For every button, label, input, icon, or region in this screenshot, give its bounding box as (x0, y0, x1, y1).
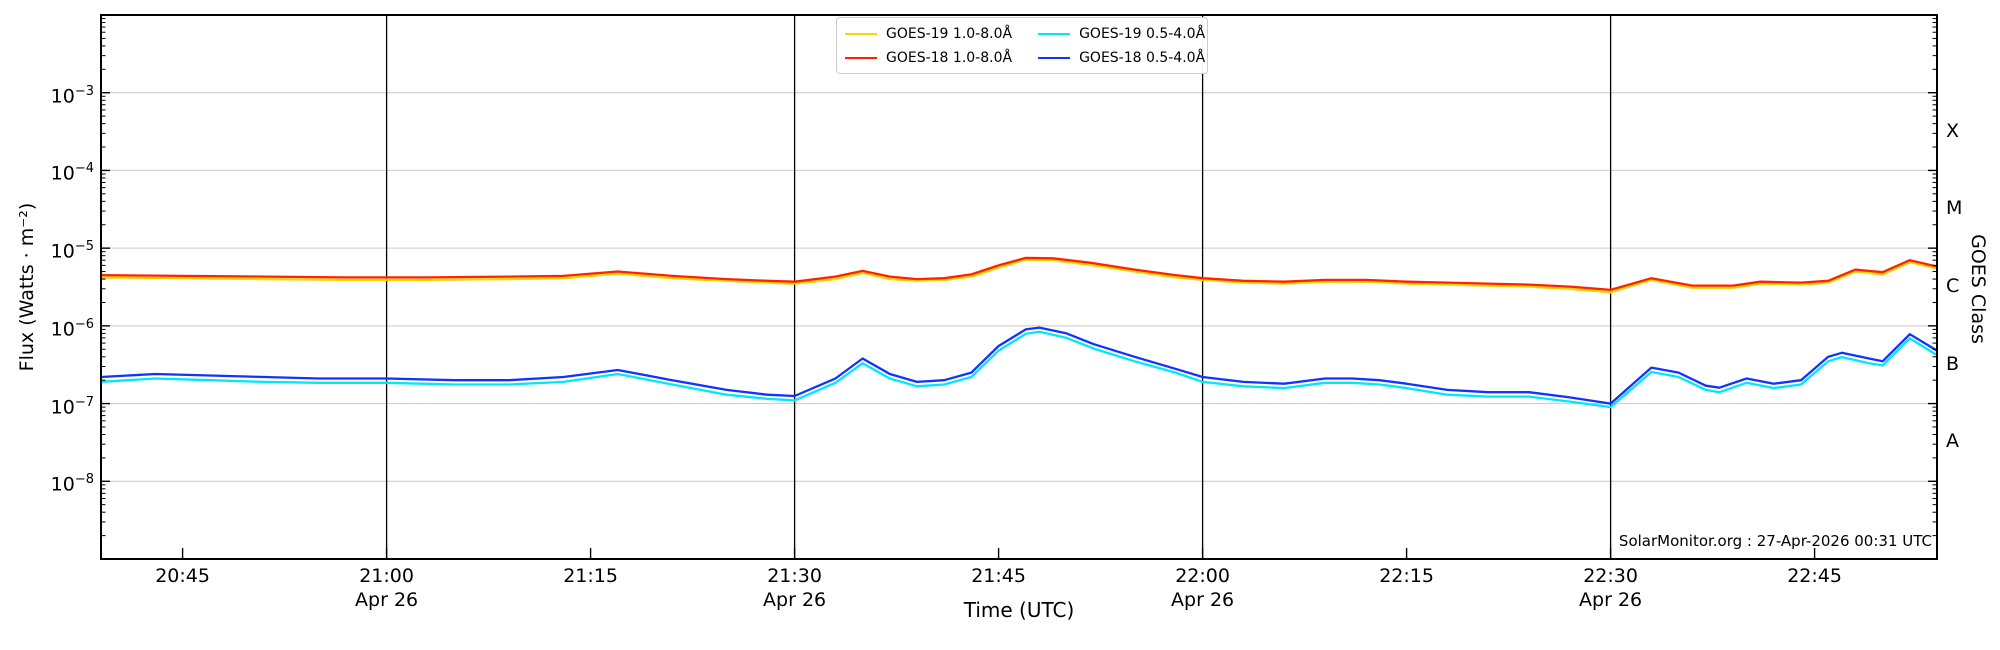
x-tick-label-2130: 21:30 (767, 565, 822, 587)
y-tick-label-1e-3: 10−3 (50, 83, 94, 108)
decade-gridlines (101, 92, 1937, 482)
legend-box: GOES-19 1.0-8.0Å GOES-18 1.0-8.0Å GOES-19… (836, 17, 1208, 74)
legend-column-long: GOES-19 1.0-8.0Å GOES-18 1.0-8.0Å (845, 24, 1012, 67)
goes-class-letter-a: A (1946, 430, 1959, 453)
x-tick-date-label: Apr 26 (1579, 589, 1643, 611)
legend-line-swatch (1038, 32, 1071, 35)
x-tick-label-2115: 21:15 (563, 565, 618, 587)
x-tick-label-2145: 21:45 (971, 565, 1026, 587)
legend-item: GOES-19 0.5-4.0Å (1038, 24, 1205, 43)
goes-class-letter-b: B (1946, 352, 1960, 375)
x-tick-label-2100: 21:00 (359, 565, 414, 587)
x-tick-date-label: Apr 26 (1171, 589, 1235, 611)
goes-class-letter-x: X (1946, 119, 1960, 142)
legend-label: GOES-18 0.5-4.0Å (1079, 49, 1206, 66)
legend-line-swatch (845, 56, 877, 59)
series-line-goes18-long (101, 256, 1937, 292)
legend-label: GOES-19 0.5-4.0Å (1079, 25, 1206, 42)
plot-frame (100, 14, 1938, 560)
x-axis-title: Time (UTC) (963, 598, 1075, 622)
legend-item: GOES-18 1.0-8.0Å (845, 48, 1012, 67)
legend-line-swatch (1038, 56, 1071, 59)
legend-item: GOES-19 1.0-8.0Å (845, 24, 1012, 43)
legend-line-swatch (845, 32, 877, 35)
y-tick-label-1e-6: 10−6 (50, 316, 94, 341)
y-tick-label-1e-5: 10−5 (50, 239, 94, 263)
y-axis-title: Flux (Watts · m⁻²) (16, 202, 38, 372)
legend-label: GOES-18 1.0-8.0Å (886, 49, 1013, 66)
axis-ticks (101, 18, 1937, 559)
y-tick-label-1e-8: 10−8 (50, 472, 94, 496)
x-tick-date-label: Apr 26 (763, 589, 827, 611)
legend-column-short: GOES-19 0.5-4.0Å GOES-18 0.5-4.0Å (1038, 24, 1205, 67)
y-tick-label-1e-4: 10−4 (50, 161, 94, 185)
y-tick-label-1e-7: 10−7 (50, 394, 94, 418)
x-tick-label-2215: 22:15 (1379, 565, 1434, 587)
x-tick-label-2230: 22:30 (1583, 565, 1638, 587)
goes-class-letter-m: M (1946, 197, 1963, 220)
series-line-goes19-short (101, 330, 1937, 409)
watermark-text: SolarMonitor.org : 27-Apr-2026 00:31 UTC (1618, 532, 1932, 550)
x-tick-label-2200: 22:00 (1175, 565, 1230, 587)
x-tick-date-label: Apr 26 (355, 589, 419, 611)
series-line-goes19-long (101, 258, 1937, 294)
series-lines (101, 256, 1937, 409)
legend-label: GOES-19 1.0-8.0Å (886, 25, 1013, 42)
x-tick-label-2245: 22:45 (1787, 565, 1842, 587)
legend-item: GOES-18 0.5-4.0Å (1038, 48, 1205, 67)
event-vlines (385, 15, 1612, 559)
x-tick-label-2045: 20:45 (155, 565, 210, 587)
goes-class-letter-c: C (1946, 275, 1960, 297)
series-line-goes18-short (101, 326, 1937, 405)
